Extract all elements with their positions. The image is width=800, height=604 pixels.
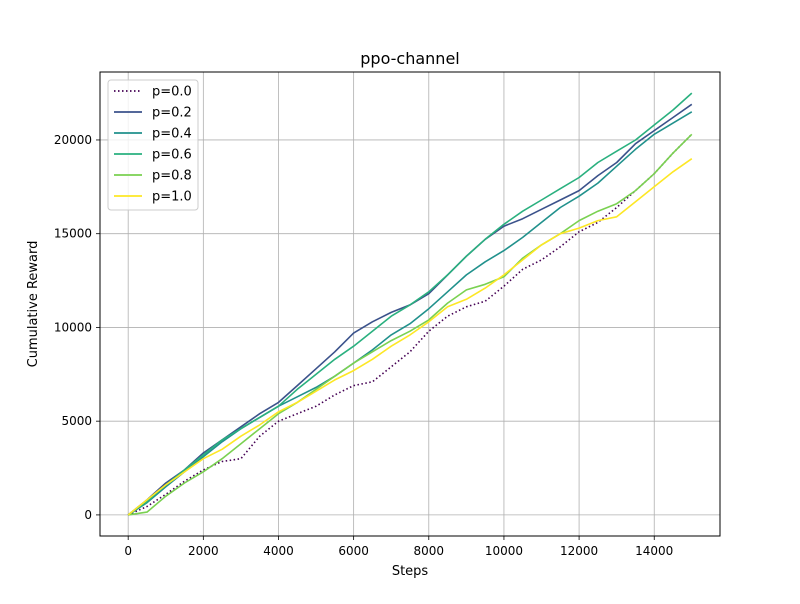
x-tick-label: 2000 — [188, 544, 219, 558]
x-tick-label: 6000 — [338, 544, 369, 558]
plot-frame — [99, 71, 721, 537]
legend-label: p=0.0 — [152, 85, 192, 100]
legend-label: p=0.2 — [152, 106, 192, 121]
x-tick-label: 4000 — [263, 544, 294, 558]
series-line-p=0.8 — [128, 133, 693, 516]
grid — [100, 72, 720, 536]
legend-label: p=0.4 — [152, 127, 192, 142]
x-axis-label: Steps — [392, 564, 429, 579]
legend-label: p=0.8 — [152, 169, 192, 184]
x-tick-label: 8000 — [414, 544, 445, 558]
series-line-p=0.4 — [127, 111, 693, 516]
x-tick-label: 10000 — [485, 544, 523, 558]
x-tick-label: 12000 — [560, 544, 598, 558]
x-tick-label: 0 — [124, 544, 132, 558]
y-tick-label: 20000 — [54, 133, 92, 147]
y-tick-label: 0 — [84, 508, 92, 522]
y-tick-label: 5000 — [61, 414, 92, 428]
series-layer — [127, 92, 693, 516]
series-line-p=1.0 — [127, 158, 693, 516]
legend-label: p=1.0 — [152, 190, 192, 205]
legend: p=0.0 p=0.2 p=0.4 p=0.6 p=0.8 p=1.0 — [107, 79, 199, 211]
legend-label: p=0.6 — [152, 148, 192, 163]
ticks: 0 2000 4000 6000 8000 10000 12000 14000 0 5000 100… — [54, 133, 674, 558]
series-line-p=0.6 — [127, 92, 693, 516]
chart-title: ppo-channel — [360, 49, 459, 68]
x-tick-label: 14000 — [635, 544, 673, 558]
series-line-p=0.0 — [127, 133, 693, 516]
y-tick-label: 15000 — [54, 227, 92, 241]
y-axis-label: Cumulative Reward — [26, 241, 41, 368]
y-tick-label: 10000 — [54, 320, 92, 334]
